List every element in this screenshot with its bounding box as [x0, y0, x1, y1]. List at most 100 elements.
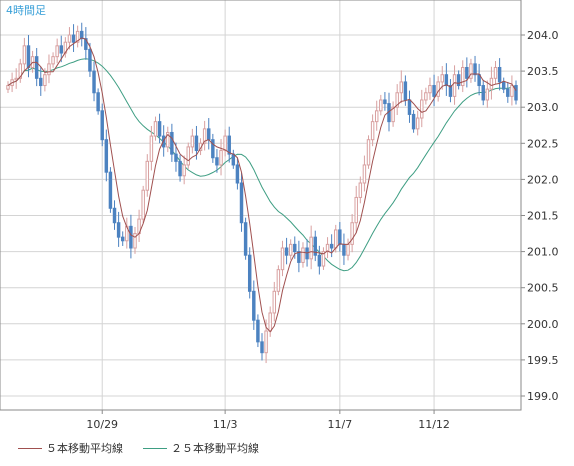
candle-body [465, 66, 469, 79]
candle-body [276, 269, 281, 292]
candle-body [260, 341, 264, 354]
x-tick-label: 11/7 [327, 418, 352, 431]
candle-body [293, 243, 297, 253]
candle-body [55, 45, 59, 58]
candle-body [264, 330, 268, 354]
ma25-polyline [7, 58, 517, 272]
candle-body [235, 164, 240, 184]
candle-body [149, 135, 154, 162]
x-axis-ticks: 10/29 11/3 11/7 11/12 [86, 410, 450, 431]
candle-body [104, 139, 109, 173]
candle-body [514, 85, 518, 101]
chart-title: 4時間足 [6, 4, 46, 17]
candle-body [71, 34, 76, 43]
candle-body [67, 34, 72, 43]
candle-body [80, 30, 84, 40]
candle-body [207, 128, 211, 141]
candle-body [456, 74, 461, 87]
grid-lines [0, 0, 521, 410]
candle-body [440, 74, 444, 83]
candle-body [129, 225, 133, 249]
legend-item-ma5: ５本移動平均線 [18, 440, 123, 456]
candle-body [374, 110, 379, 123]
candle-body [157, 121, 162, 137]
candle-body [174, 153, 178, 162]
candle-body [379, 99, 383, 112]
candle-body [334, 229, 338, 249]
x-tick-label: 11/3 [213, 418, 238, 431]
candle-body [309, 236, 313, 260]
candle-body [284, 247, 289, 256]
legend-label-ma25: ２５本移動平均線 [171, 442, 259, 455]
candle-body [506, 88, 510, 97]
y-tick-label: 203.5 [527, 65, 559, 78]
candle-body [346, 243, 350, 256]
x-tick-label: 10/29 [86, 418, 118, 431]
candle-body [358, 182, 363, 198]
candle-body [424, 92, 428, 101]
candle-body [297, 251, 301, 263]
legend-item-ma25: ２５本移動平均線 [143, 440, 259, 456]
candle-body [288, 243, 293, 256]
candle-body [231, 153, 236, 166]
candle-body [448, 85, 453, 97]
candle-body [452, 74, 457, 97]
candle-body [84, 38, 88, 50]
candle-body [18, 63, 23, 79]
candle-body [510, 85, 514, 97]
candle-body [461, 66, 465, 87]
candle-body [252, 290, 256, 321]
candle-body [100, 110, 104, 141]
candle-body [481, 85, 485, 101]
candle-body [116, 222, 121, 238]
candle-body [96, 92, 100, 112]
candle-body [329, 243, 334, 249]
candle-body [501, 81, 506, 90]
ma25-line [7, 58, 517, 272]
chart-legend: ５本移動平均線 ２５本移動平均線 [18, 440, 279, 456]
candle-body [247, 254, 252, 292]
candle-body [34, 56, 39, 79]
candle-body [141, 189, 145, 220]
candle-body [370, 121, 375, 141]
x-tick-label: 11/12 [418, 418, 450, 431]
candle-body [51, 56, 55, 65]
candle-body [39, 77, 43, 87]
candle-body [223, 135, 227, 152]
candle-body [227, 135, 231, 155]
candle-body [366, 139, 371, 166]
candle-body [108, 171, 113, 209]
candle-body [22, 45, 27, 65]
candle-body [436, 81, 440, 97]
y-tick-label: 201.5 [527, 210, 559, 223]
y-tick-label: 199.0 [527, 390, 559, 403]
candle-body [428, 85, 432, 94]
candle-body [473, 63, 477, 76]
candle-body [26, 45, 31, 68]
candle-body [190, 135, 195, 148]
candle-body [317, 254, 322, 267]
candle-body [497, 66, 502, 83]
candle-body [202, 128, 207, 144]
candle-body [407, 99, 412, 115]
y-tick-label: 203.0 [527, 101, 559, 114]
candle-body [268, 312, 272, 332]
ma25-swatch [143, 447, 167, 449]
candle-body [211, 139, 215, 159]
candle-body [272, 290, 277, 314]
candle-body [342, 243, 346, 256]
candle-body [153, 121, 158, 137]
candle-body [444, 74, 449, 87]
y-tick-label: 200.0 [527, 318, 559, 331]
candle-body [485, 88, 490, 101]
candle-body [338, 229, 342, 245]
candle-body [243, 222, 248, 256]
candle-body [92, 70, 96, 94]
candle-body [362, 164, 367, 184]
candle-body [14, 77, 18, 81]
candle-body [469, 63, 473, 79]
candle-body [194, 135, 199, 152]
candle-body [133, 233, 137, 249]
candle-body [325, 243, 330, 253]
candle-body [432, 85, 436, 97]
